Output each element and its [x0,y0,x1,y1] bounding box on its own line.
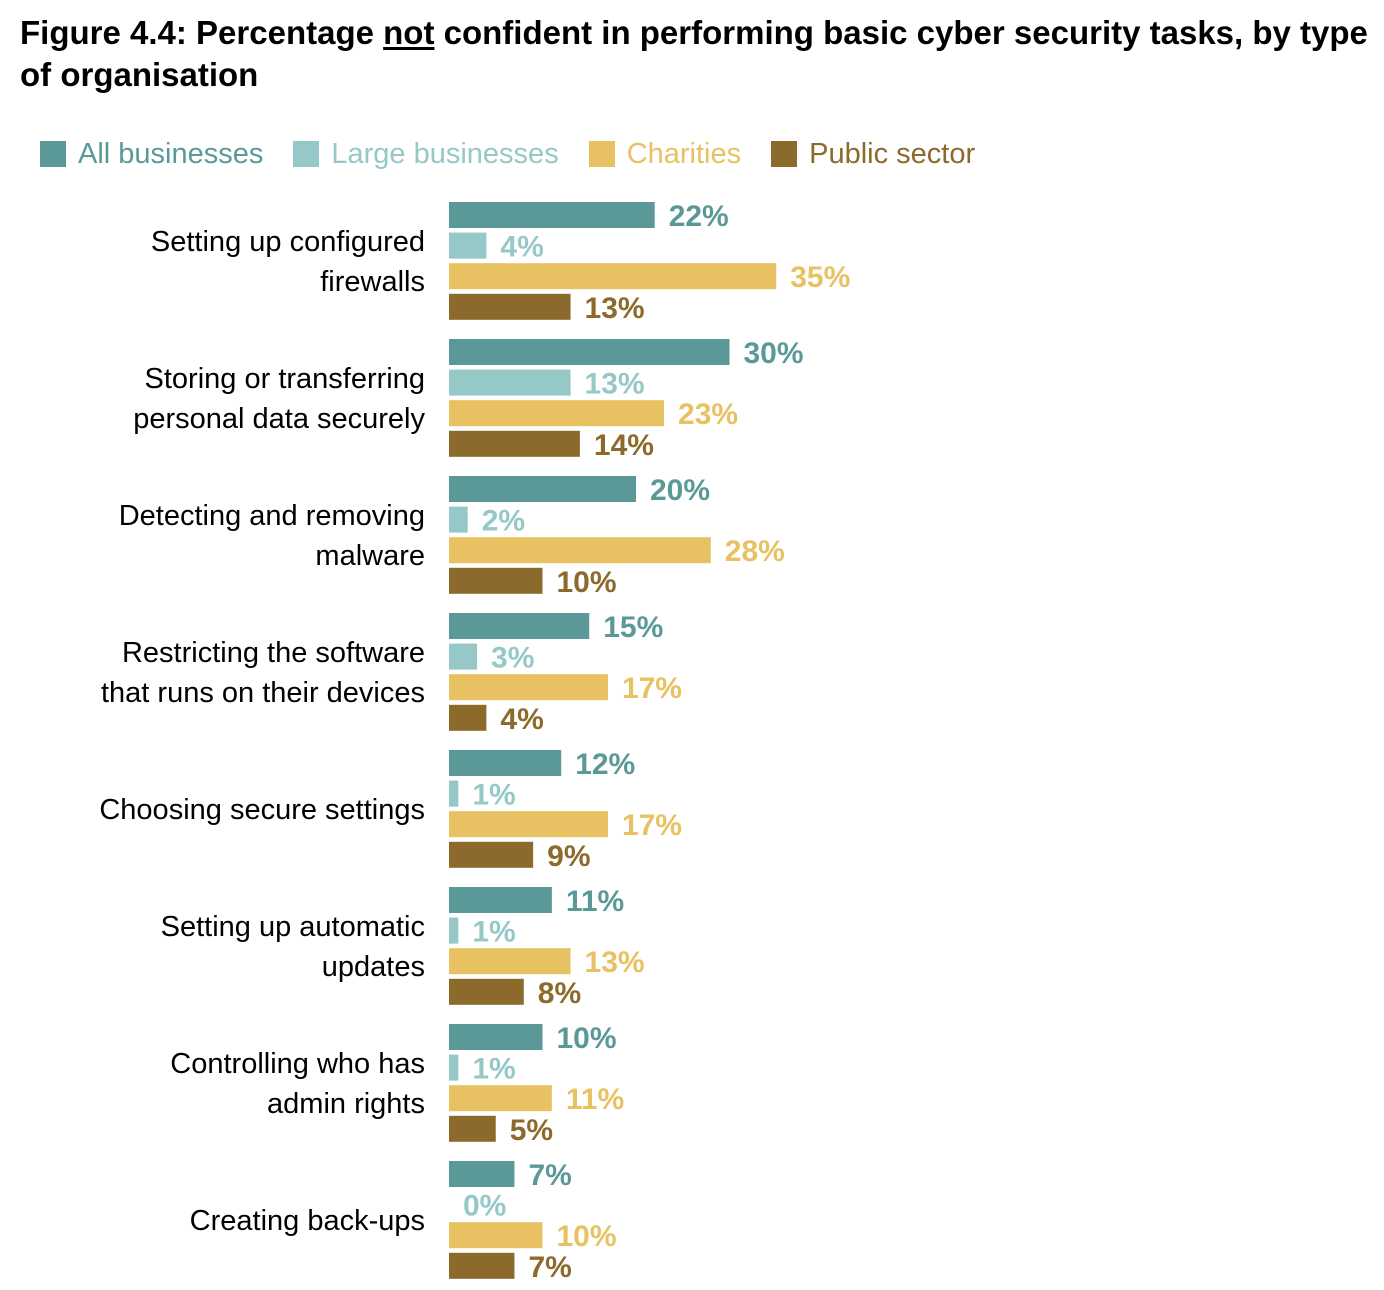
bar-public-sector [449,1252,515,1279]
value-label-public-sector: 14% [594,429,654,462]
value-label-large-businesses: 3% [491,642,534,675]
bar-charities [449,674,608,701]
value-label-all-businesses: 20% [650,474,710,507]
legend-swatch-charities [588,141,615,167]
value-label-all-businesses: 12% [575,748,635,781]
bar-public-sector [449,430,580,457]
bar-all-businesses [449,1024,543,1050]
value-label-all-businesses: 30% [744,337,804,370]
bar-all-businesses [449,476,636,502]
value-label-large-businesses: 1% [472,779,515,812]
bar-all-businesses [449,1161,515,1187]
bar-charities [449,1085,552,1112]
bar-large-businesses [449,369,571,396]
bar-all-businesses [449,613,590,639]
bar-large-businesses [449,506,468,533]
value-label-charities: 13% [585,946,645,979]
bar-charities [449,537,711,564]
legend-label-public-sector: Public sector [809,137,976,170]
legend-swatch-all-businesses [40,141,66,167]
value-label-charities: 17% [622,672,682,705]
category-label: Creating back-ups [190,1205,425,1237]
category-label: Setting up configured firewalls [151,226,425,298]
bar-public-sector [449,704,487,731]
value-label-charities: 10% [557,1220,617,1253]
value-label-public-sector: 13% [585,292,645,325]
value-label-all-businesses: 7% [528,1159,571,1192]
category-label: Storing or transferring personal data sec… [133,363,425,435]
value-label-public-sector: 9% [547,840,590,873]
category-label: Controlling who has admin rights [170,1048,425,1120]
bar-public-sector [449,841,534,868]
category-label: Setting up automatic updates [161,911,425,983]
bar-all-businesses [449,750,562,776]
legend-swatch-large-businesses [293,141,320,167]
value-label-all-businesses: 22% [669,200,729,233]
bar-public-sector [449,567,543,594]
bar-public-sector [449,1115,496,1142]
legend-label-charities: Charities [626,137,742,170]
value-label-all-businesses: 15% [603,611,663,644]
value-label-large-businesses: 2% [482,505,525,538]
title-emphasis: not [383,14,435,51]
legend-item-public-sector: Public sector [771,138,975,171]
legend-item-large-businesses: Large businesses [293,137,559,171]
legend-item-all-businesses: All businesses [40,138,263,171]
value-label-public-sector: 5% [510,1114,553,1147]
value-label-large-businesses: 4% [500,231,543,264]
bar-public-sector [449,293,571,320]
value-label-public-sector: 4% [500,703,543,736]
chart-title: Figure 4.4: Percentage not confident in … [20,14,1368,93]
legend-swatch-public-sector [771,141,798,167]
bar-all-businesses [449,887,552,913]
category-label: Detecting and removing malware [119,500,425,572]
value-label-all-businesses: 11% [566,885,624,918]
bar-large-businesses [449,917,459,944]
value-label-charities: 28% [725,535,785,568]
bar-charities [449,1222,543,1249]
bar-all-businesses [449,339,730,365]
bar-large-businesses [449,643,478,670]
legend-label-all-businesses: All businesses [78,137,264,170]
legend: All businesses Large businesses Charitie… [40,132,1005,176]
category-label: Choosing secure settings [99,794,425,826]
value-label-all-businesses: 10% [557,1022,617,1055]
value-label-large-businesses: 0% [463,1190,506,1223]
value-label-public-sector: 7% [528,1251,571,1284]
bar-charities [449,811,608,838]
value-label-large-businesses: 1% [472,1053,515,1086]
bar-charities [449,400,665,427]
value-label-large-businesses: 13% [585,368,645,401]
bar-large-businesses [449,780,459,807]
category-label: Restricting the software that runs on the… [101,637,425,709]
value-label-charities: 23% [678,398,738,431]
bar-charities [449,263,777,290]
value-label-large-businesses: 1% [472,916,515,949]
value-label-charities: 11% [566,1083,624,1116]
value-label-charities: 17% [622,809,682,842]
legend-item-charities: Charities [588,137,742,171]
value-label-charities: 35% [790,261,850,294]
value-label-public-sector: 10% [557,566,617,599]
bar-large-businesses [449,1054,459,1081]
bar-all-businesses [449,202,655,228]
bar-charities [449,948,571,975]
value-label-public-sector: 8% [538,977,581,1010]
bar-large-businesses [449,232,487,259]
legend-label-large-businesses: Large businesses [331,137,559,170]
bar-public-sector [449,978,524,1005]
